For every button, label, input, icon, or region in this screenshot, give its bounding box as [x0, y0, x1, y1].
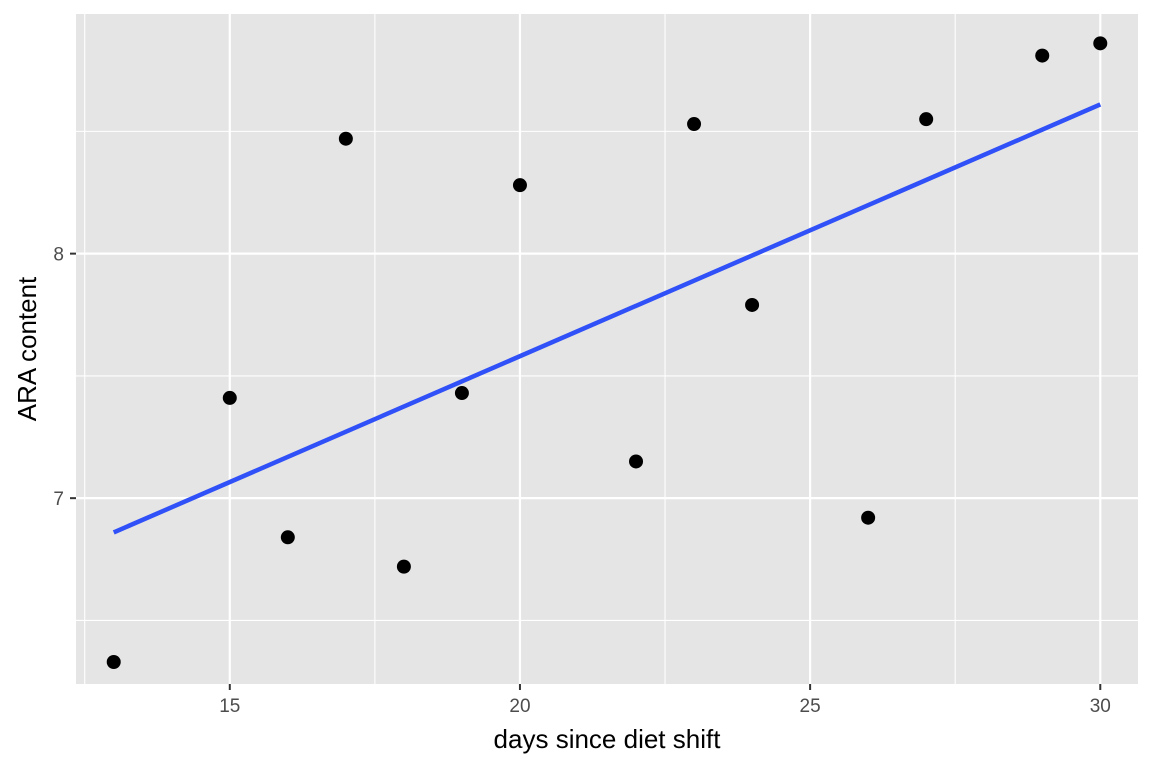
y-tick-label: 7	[53, 489, 64, 510]
data-point	[280, 530, 295, 545]
trend-line	[112, 102, 1102, 535]
data-point	[629, 454, 644, 469]
tick-labels: 15 20 25 30 7 8	[53, 245, 1110, 717]
y-tick-label: 8	[53, 245, 64, 266]
data-point	[106, 654, 121, 669]
data-points	[106, 36, 1108, 669]
data-point	[1093, 36, 1108, 51]
data-point	[396, 559, 411, 574]
minor-gridlines	[76, 14, 1138, 684]
data-point	[745, 297, 760, 312]
y-axis-title: ARA content	[12, 276, 42, 421]
data-point	[454, 386, 469, 401]
axis-ticks	[70, 252, 1102, 690]
data-point	[687, 117, 702, 132]
x-tick-label: 25	[800, 696, 821, 717]
data-point	[222, 390, 237, 405]
x-tick-label: 20	[509, 696, 530, 717]
x-axis-title: days since diet shift	[494, 724, 722, 754]
x-tick-label: 30	[1090, 696, 1111, 717]
trend-line-layer	[112, 102, 1102, 535]
data-point	[861, 510, 876, 525]
data-point	[1035, 48, 1050, 63]
data-point	[512, 178, 527, 193]
data-point	[919, 112, 934, 127]
plot-panel	[76, 14, 1138, 684]
data-point	[338, 131, 353, 146]
x-tick-label: 15	[219, 696, 240, 717]
major-gridlines	[76, 14, 1138, 684]
